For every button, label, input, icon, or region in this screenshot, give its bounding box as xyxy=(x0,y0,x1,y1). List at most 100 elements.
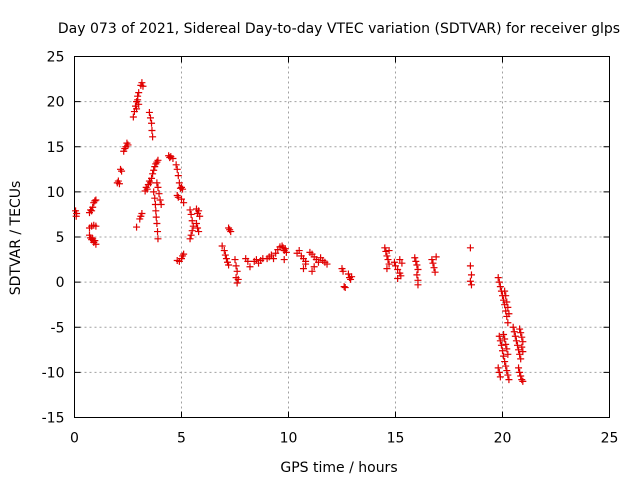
data-point xyxy=(519,338,527,346)
data-point xyxy=(192,219,200,227)
data-point xyxy=(153,219,161,227)
data-point xyxy=(150,188,158,196)
data-point xyxy=(510,328,518,336)
data-point xyxy=(152,213,160,221)
data-point xyxy=(195,207,203,215)
data-point xyxy=(308,267,316,275)
data-point xyxy=(517,372,525,380)
data-point xyxy=(133,223,141,231)
data-point xyxy=(149,133,157,141)
data-point xyxy=(143,185,151,193)
data-point xyxy=(226,226,234,234)
data-point xyxy=(148,127,156,135)
data-point xyxy=(341,284,349,292)
data-point xyxy=(252,256,260,264)
data-point xyxy=(233,267,241,275)
data-point xyxy=(503,367,511,375)
data-point xyxy=(115,180,123,188)
data-point xyxy=(246,263,254,271)
data-point xyxy=(501,358,509,366)
data-point xyxy=(272,249,280,257)
data-point xyxy=(503,345,511,353)
data-point xyxy=(495,278,503,286)
data-point xyxy=(129,113,137,121)
data-point xyxy=(314,258,322,266)
data-point xyxy=(429,259,437,267)
y-tick-label: 10 xyxy=(47,185,65,201)
data-point xyxy=(414,281,422,289)
data-point xyxy=(173,165,181,173)
data-point xyxy=(118,167,126,175)
data-point xyxy=(124,141,132,149)
data-point xyxy=(519,348,527,356)
data-point xyxy=(495,332,503,340)
chart-title: Day 073 of 2021, Sidereal Day-to-day VTE… xyxy=(58,21,620,37)
data-point xyxy=(154,228,162,236)
y-tick-label: -5 xyxy=(51,320,65,336)
data-point xyxy=(91,197,99,205)
data-point xyxy=(501,287,509,295)
data-point xyxy=(394,275,402,283)
data-point xyxy=(174,193,182,201)
data-point xyxy=(302,260,310,268)
data-point xyxy=(179,185,187,193)
data-point xyxy=(466,244,474,252)
data-point xyxy=(222,255,230,263)
data-point xyxy=(146,114,154,122)
data-point xyxy=(218,242,226,250)
data-point xyxy=(500,330,508,338)
data-point xyxy=(392,262,399,270)
data-point xyxy=(188,217,196,225)
data-point xyxy=(503,298,511,306)
data-point xyxy=(396,256,404,264)
data-point xyxy=(267,251,275,259)
data-point xyxy=(133,105,141,113)
data-point xyxy=(505,310,513,318)
y-tick-label: 25 xyxy=(47,50,65,66)
data-point xyxy=(518,376,526,384)
data-point xyxy=(383,265,391,273)
y-tick-label: -10 xyxy=(42,365,65,381)
data-point xyxy=(500,352,508,360)
data-point xyxy=(467,281,475,289)
x-tick-label: 10 xyxy=(280,431,298,447)
data-point xyxy=(174,172,182,180)
x-tick-label: 5 xyxy=(177,431,186,447)
data-point xyxy=(149,170,157,178)
data-point xyxy=(148,119,156,127)
y-tick-label: 20 xyxy=(47,95,65,111)
data-point xyxy=(233,279,241,287)
data-point xyxy=(154,156,162,164)
data-point xyxy=(135,89,143,97)
data-point xyxy=(496,373,504,381)
data-point xyxy=(148,174,156,182)
data-point xyxy=(295,247,303,255)
data-point xyxy=(186,235,194,243)
data-point xyxy=(187,231,195,239)
data-point xyxy=(385,247,393,255)
data-point xyxy=(299,265,307,273)
data-point xyxy=(384,256,392,264)
data-point xyxy=(194,224,202,232)
data-point xyxy=(91,237,99,245)
data-point xyxy=(496,337,504,345)
x-tick-label: 0 xyxy=(70,431,79,447)
y-tick-label: 5 xyxy=(56,230,65,246)
data-point xyxy=(153,179,161,187)
axis-ticks: 0 5 10 15 20 25 -15 -10 -5 0 5 10 15 20 25 xyxy=(42,50,619,447)
data-point xyxy=(150,166,158,174)
data-point xyxy=(188,227,196,235)
data-point xyxy=(92,196,100,204)
data-point xyxy=(146,179,154,187)
data-point xyxy=(412,257,420,265)
data-point xyxy=(187,210,195,218)
data-point xyxy=(282,248,290,256)
data-point xyxy=(430,264,438,272)
data-point xyxy=(502,292,510,300)
data-point xyxy=(73,210,81,218)
data-point xyxy=(195,228,203,236)
data-point xyxy=(499,347,506,355)
data-point xyxy=(413,261,421,269)
data-point xyxy=(516,368,524,376)
